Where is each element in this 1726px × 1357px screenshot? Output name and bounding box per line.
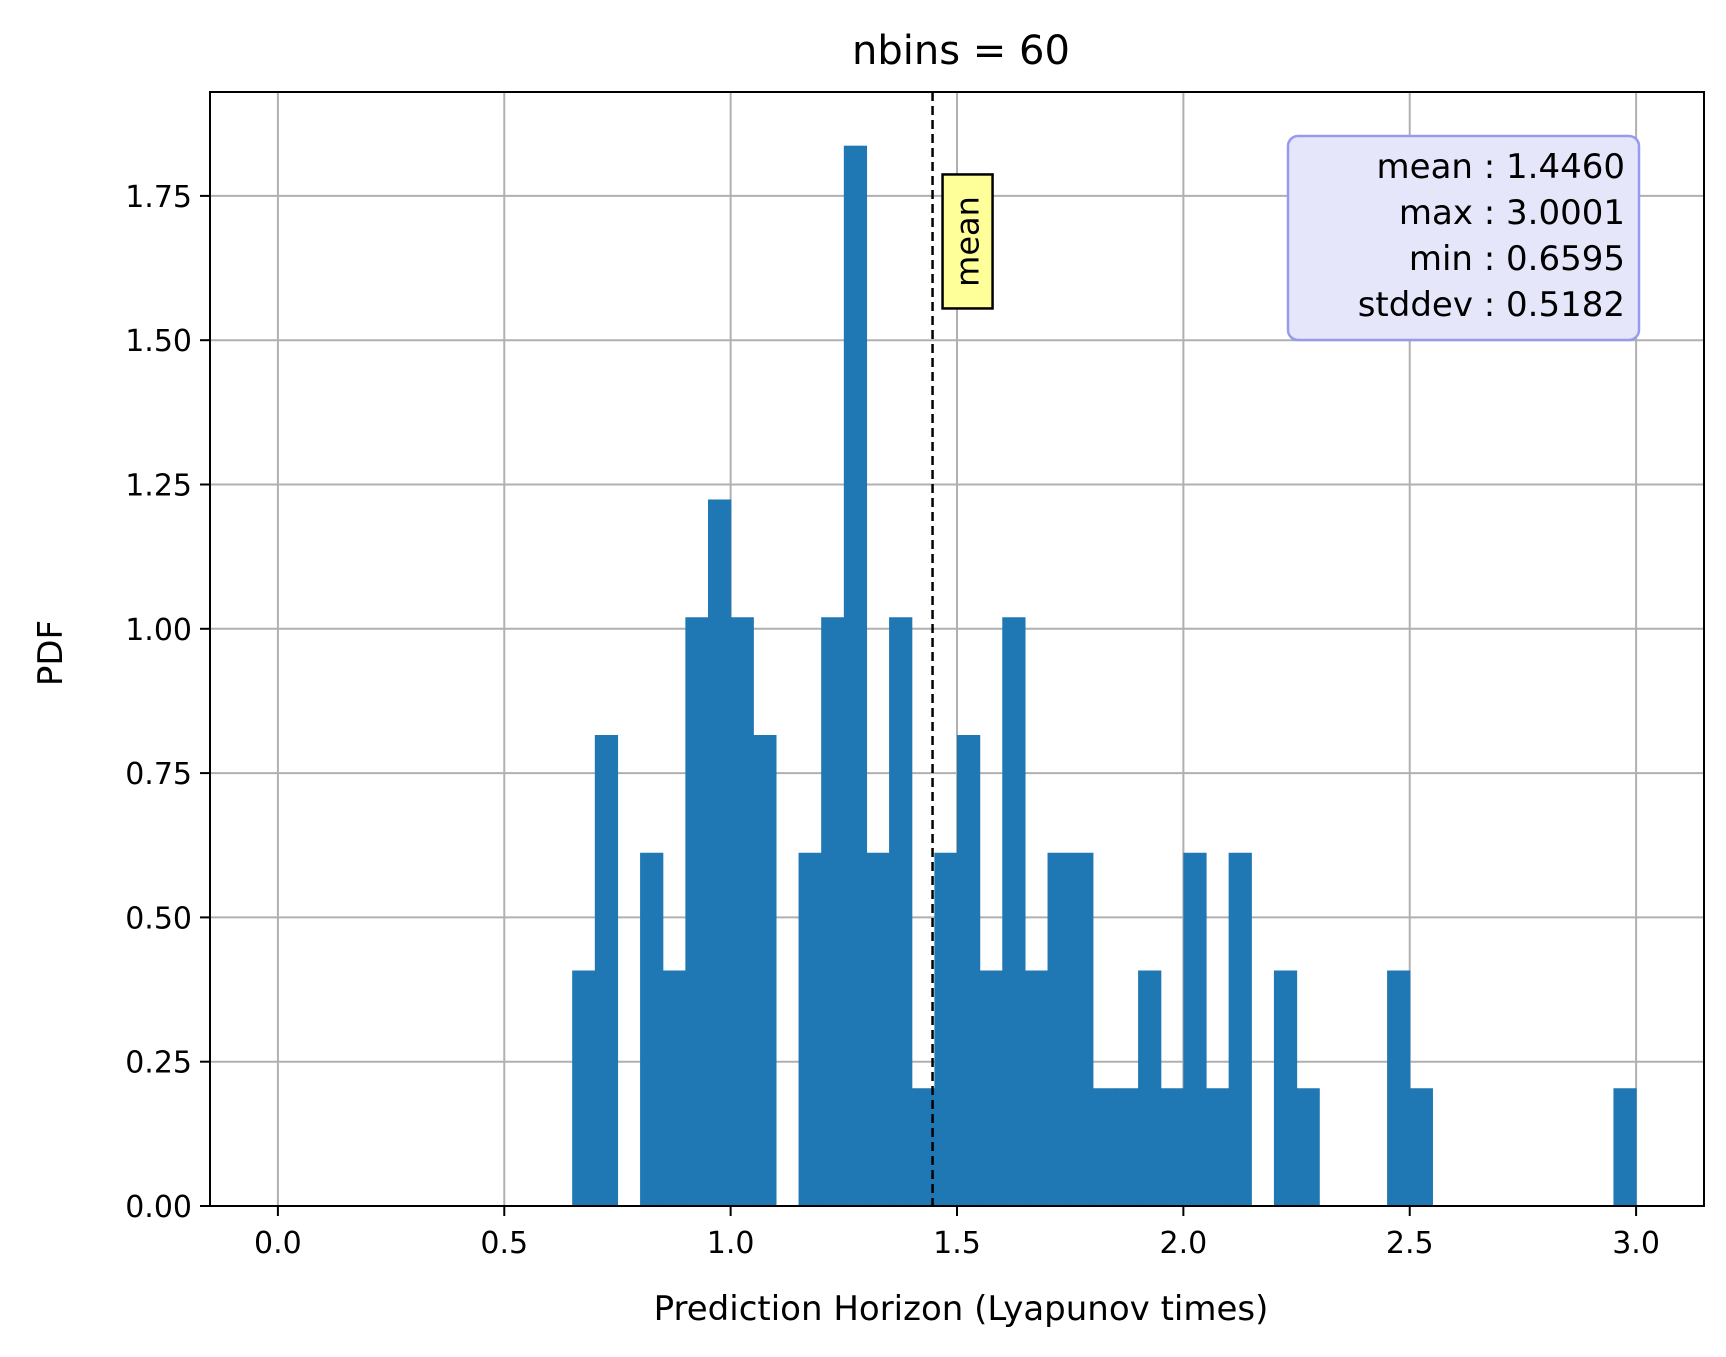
y-tick-label-0: 0.00 xyxy=(125,1190,192,1225)
y-tick-label-3: 0.75 xyxy=(125,757,192,792)
stats-line-2: min : 0.6595 xyxy=(1409,239,1625,279)
x-tick-label-5: 2.5 xyxy=(1386,1226,1434,1261)
histogram-bar-19 xyxy=(1047,852,1071,1206)
histogram-bar-20 xyxy=(1070,852,1094,1206)
histogram-bar-3 xyxy=(662,970,686,1206)
histogram-bar-1 xyxy=(594,735,619,1206)
y-tick-label-1: 0.25 xyxy=(125,1046,192,1081)
x-axis-label: Prediction Horizon (Lyapunov times) xyxy=(654,1289,1269,1329)
chart-title: nbins = 60 xyxy=(852,28,1070,74)
y-tick-label-5: 1.25 xyxy=(125,468,192,503)
x-tick-label-1: 0.5 xyxy=(480,1226,528,1261)
histogram-bar-14 xyxy=(934,852,958,1206)
histogram-bar-11 xyxy=(866,852,890,1206)
histogram-bar-18 xyxy=(1024,970,1049,1206)
mean-label-box xyxy=(941,173,994,310)
y-tick-label-7: 1.75 xyxy=(125,180,192,215)
y-axis-label: PDF xyxy=(31,620,71,686)
histogram-bar-26 xyxy=(1206,1088,1230,1206)
histogram-bar-6 xyxy=(730,617,754,1206)
histogram-bar-28 xyxy=(1273,970,1298,1206)
histogram-bar-5 xyxy=(708,499,732,1207)
x-tick-label-6: 3.0 xyxy=(1612,1226,1660,1261)
histogram-bar-16 xyxy=(979,970,1003,1206)
x-tick-label-3: 1.5 xyxy=(933,1226,981,1261)
histogram-bar-9 xyxy=(821,617,845,1206)
histogram-bar-7 xyxy=(753,735,777,1206)
x-tick-label-0: 0.0 xyxy=(254,1226,302,1261)
histogram-bar-12 xyxy=(889,617,913,1206)
histogram-bar-21 xyxy=(1092,1088,1117,1206)
histogram-bar-8 xyxy=(798,852,822,1206)
histogram-bar-23 xyxy=(1138,970,1162,1206)
stats-line-3: stddev : 0.5182 xyxy=(1358,285,1625,325)
histogram-bar-31 xyxy=(1409,1088,1433,1206)
histogram-bar-0 xyxy=(572,970,596,1206)
stats-line-0: mean : 1.4460 xyxy=(1377,147,1625,187)
histogram-bar-27 xyxy=(1228,852,1252,1206)
histogram-bar-29 xyxy=(1296,1088,1320,1206)
histogram-bar-4 xyxy=(685,617,709,1206)
histogram-bar-13 xyxy=(911,1088,935,1206)
y-tick-label-4: 1.00 xyxy=(125,613,192,648)
histogram-bar-15 xyxy=(957,735,981,1206)
axis-ticks: 0.0 0.5 1.0 1.5 2.0 2.5 3.0 0.00 0.25 0.50 0.75 1.0… xyxy=(125,180,1660,1261)
histogram-bar-25 xyxy=(1183,852,1207,1206)
histogram-bar-32 xyxy=(1613,1088,1637,1206)
stats-box-frame xyxy=(1286,134,1641,342)
stats-line-1: max : 3.0001 xyxy=(1399,193,1625,233)
histogram-bars xyxy=(572,145,1637,1207)
histogram-bar-10 xyxy=(843,145,868,1206)
y-tick-label-2: 0.50 xyxy=(125,901,192,936)
histogram-bar-30 xyxy=(1387,970,1411,1206)
histogram-bar-24 xyxy=(1160,1088,1184,1206)
histogram-bar-17 xyxy=(1002,617,1026,1206)
x-tick-label-4: 2.0 xyxy=(1160,1226,1208,1261)
mean-label: mean xyxy=(949,196,987,287)
mean-marker: mean xyxy=(931,92,994,1206)
x-tick-label-2: 1.0 xyxy=(707,1226,755,1261)
histogram-bar-22 xyxy=(1115,1088,1139,1206)
histogram-bar-2 xyxy=(640,852,664,1206)
stats-box: mean : 1.4460 max : 3.0001 min : 0.6595 std… xyxy=(1286,134,1641,342)
y-tick-label-6: 1.50 xyxy=(125,324,192,359)
